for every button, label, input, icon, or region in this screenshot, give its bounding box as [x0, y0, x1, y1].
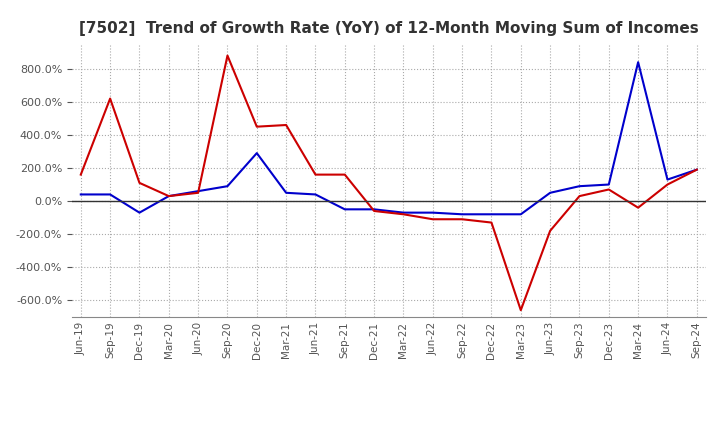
- Ordinary Income Growth Rate: [575, 183, 584, 189]
- Net Income Growth Rate: [399, 212, 408, 217]
- Ordinary Income Growth Rate: [370, 207, 379, 212]
- Net Income Growth Rate: [282, 122, 290, 128]
- Net Income Growth Rate: [428, 216, 437, 222]
- Net Income Growth Rate: [223, 53, 232, 58]
- Ordinary Income Growth Rate: [135, 210, 144, 215]
- Line: Net Income Growth Rate: Net Income Growth Rate: [81, 55, 697, 310]
- Net Income Growth Rate: [341, 172, 349, 177]
- Ordinary Income Growth Rate: [164, 194, 173, 199]
- Net Income Growth Rate: [194, 190, 202, 195]
- Net Income Growth Rate: [135, 180, 144, 186]
- Ordinary Income Growth Rate: [282, 190, 290, 195]
- Net Income Growth Rate: [634, 205, 642, 210]
- Ordinary Income Growth Rate: [253, 150, 261, 156]
- Net Income Growth Rate: [575, 194, 584, 199]
- Net Income Growth Rate: [253, 124, 261, 129]
- Line: Ordinary Income Growth Rate: Ordinary Income Growth Rate: [81, 62, 697, 214]
- Net Income Growth Rate: [693, 167, 701, 172]
- Ordinary Income Growth Rate: [516, 212, 525, 217]
- Ordinary Income Growth Rate: [458, 212, 467, 217]
- Net Income Growth Rate: [487, 220, 496, 225]
- Ordinary Income Growth Rate: [194, 188, 202, 194]
- Net Income Growth Rate: [663, 182, 672, 187]
- Net Income Growth Rate: [106, 96, 114, 101]
- Ordinary Income Growth Rate: [311, 192, 320, 197]
- Net Income Growth Rate: [164, 194, 173, 199]
- Title: [7502]  Trend of Growth Rate (YoY) of 12-Month Moving Sum of Incomes: [7502] Trend of Growth Rate (YoY) of 12-…: [79, 21, 698, 36]
- Ordinary Income Growth Rate: [663, 177, 672, 182]
- Ordinary Income Growth Rate: [341, 207, 349, 212]
- Net Income Growth Rate: [311, 172, 320, 177]
- Ordinary Income Growth Rate: [605, 182, 613, 187]
- Ordinary Income Growth Rate: [76, 192, 85, 197]
- Net Income Growth Rate: [76, 172, 85, 177]
- Ordinary Income Growth Rate: [693, 167, 701, 172]
- Ordinary Income Growth Rate: [487, 212, 496, 217]
- Ordinary Income Growth Rate: [546, 190, 554, 195]
- Ordinary Income Growth Rate: [634, 59, 642, 65]
- Net Income Growth Rate: [370, 209, 379, 214]
- Net Income Growth Rate: [546, 228, 554, 234]
- Net Income Growth Rate: [458, 216, 467, 222]
- Net Income Growth Rate: [605, 187, 613, 192]
- Net Income Growth Rate: [516, 308, 525, 313]
- Ordinary Income Growth Rate: [399, 210, 408, 215]
- Ordinary Income Growth Rate: [106, 192, 114, 197]
- Ordinary Income Growth Rate: [428, 210, 437, 215]
- Ordinary Income Growth Rate: [223, 183, 232, 189]
